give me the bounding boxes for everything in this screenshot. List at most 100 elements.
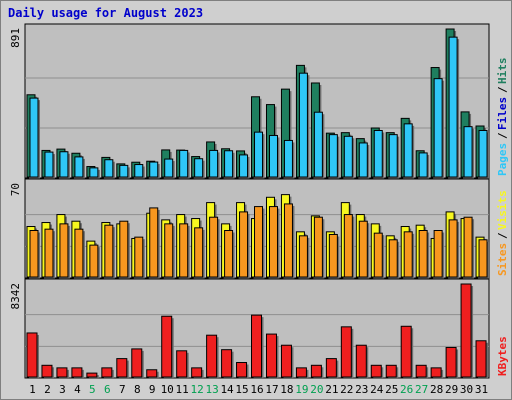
y-max-label-kbytes: 8342 (9, 283, 22, 310)
x-tick-label-3: 3 (59, 383, 66, 396)
bar-sites-7 (119, 220, 129, 278)
bar-files-23 (358, 142, 368, 178)
bar-sites-14 (224, 230, 234, 278)
bar-sites-21 (328, 233, 338, 278)
bar-files-5 (89, 167, 99, 178)
bar-kbytes-26 (400, 325, 412, 378)
x-tick-label-7: 7 (119, 383, 126, 396)
bar-files-11 (179, 149, 189, 178)
bar-files-20 (313, 111, 323, 178)
bar-files-31 (478, 129, 488, 178)
bar-sites-17 (268, 206, 278, 278)
bar-files-26 (403, 123, 413, 178)
x-tick-label-15: 15 (235, 383, 248, 396)
x-tick-label-27: 27 (415, 383, 428, 396)
x-tick-label-22: 22 (340, 383, 353, 396)
x-tick-label-29: 29 (445, 383, 458, 396)
bar-sites-30 (463, 216, 473, 278)
bar-kbytes-4 (71, 367, 83, 378)
bar-sites-10 (164, 223, 174, 278)
bar-kbytes-30 (460, 283, 472, 378)
bar-files-16 (254, 131, 264, 178)
x-tick-label-20: 20 (310, 383, 323, 396)
x-tick-label-25: 25 (385, 383, 398, 396)
bar-files-14 (224, 150, 234, 178)
x-tick-label-24: 24 (370, 383, 384, 396)
bar-kbytes-24 (370, 364, 382, 378)
legend-label-sites: Sites (496, 243, 509, 276)
x-tick-label-10: 10 (161, 383, 174, 396)
bar-sites-22 (343, 214, 353, 278)
bar-files-19 (298, 72, 308, 178)
bar-sites-25 (388, 239, 398, 278)
bar-sites-20 (313, 216, 323, 278)
bar-sites-24 (373, 232, 383, 278)
x-tick-label-19: 19 (295, 383, 308, 396)
legend-label-hits: Hits (496, 58, 509, 85)
x-tick-label-31: 31 (475, 383, 488, 396)
bar-files-22 (343, 135, 353, 178)
bar-sites-19 (298, 235, 308, 278)
bar-sites-1 (29, 230, 39, 278)
bar-sites-31 (478, 239, 488, 278)
bar-kbytes-6 (101, 367, 113, 378)
bar-kbytes-20 (310, 364, 322, 378)
legend-separator: / (496, 132, 509, 139)
bar-sites-26 (403, 231, 413, 278)
bar-files-29 (448, 36, 458, 178)
x-tick-label-30: 30 (460, 383, 473, 396)
bar-files-6 (104, 159, 114, 178)
bar-sites-15 (239, 211, 249, 278)
legend-label-pages: Pages (496, 143, 509, 176)
x-tick-label-16: 16 (250, 383, 263, 396)
x-tick-label-1: 1 (29, 383, 36, 396)
bar-files-24 (373, 129, 383, 178)
bar-kbytes-13 (206, 334, 218, 378)
bar-sites-13 (209, 216, 219, 278)
bar-sites-9 (149, 207, 159, 278)
bar-kbytes-14 (221, 349, 233, 378)
y-max-label-hits_files_pages: 891 (9, 28, 22, 48)
x-tick-label-9: 9 (149, 383, 156, 396)
bar-sites-29 (448, 219, 458, 278)
bar-kbytes-9 (146, 369, 158, 378)
x-tick-label-13: 13 (205, 383, 218, 396)
bar-sites-6 (104, 224, 114, 278)
x-tick-label-18: 18 (280, 383, 293, 396)
y-max-label-visits_sites: 70 (9, 183, 22, 196)
bar-files-30 (463, 126, 473, 178)
x-tick-label-12: 12 (191, 383, 204, 396)
bar-kbytes-18 (280, 344, 292, 378)
bar-files-3 (59, 151, 69, 178)
bar-kbytes-22 (340, 326, 352, 378)
bar-kbytes-21 (325, 358, 337, 378)
bar-kbytes-16 (251, 314, 263, 378)
legend-label-visits: Visits (496, 190, 509, 230)
x-tick-label-17: 17 (265, 383, 278, 396)
bar-sites-12 (194, 227, 204, 278)
bar-sites-28 (433, 230, 443, 278)
bar-kbytes-3 (56, 367, 68, 378)
bar-kbytes-1 (26, 332, 38, 378)
bar-files-1 (29, 97, 39, 178)
bar-kbytes-10 (161, 315, 173, 378)
x-tick-label-5: 5 (89, 383, 96, 396)
bar-kbytes-12 (191, 367, 203, 378)
bar-files-13 (209, 149, 219, 178)
bar-sites-18 (283, 203, 293, 278)
bar-kbytes-31 (475, 340, 487, 378)
bar-kbytes-27 (415, 364, 427, 378)
bar-files-21 (328, 134, 338, 178)
bar-kbytes-17 (265, 333, 277, 378)
bar-files-10 (164, 158, 174, 178)
bar-sites-27 (418, 230, 428, 278)
bar-files-2 (44, 151, 54, 178)
bar-files-12 (194, 158, 204, 178)
bar-sites-23 (358, 220, 368, 278)
bar-kbytes-28 (430, 367, 442, 378)
bar-sites-3 (59, 223, 69, 278)
bar-kbytes-8 (131, 348, 143, 378)
bar-sites-4 (74, 228, 84, 278)
x-tick-label-6: 6 (104, 383, 111, 396)
bar-sites-8 (134, 236, 144, 278)
